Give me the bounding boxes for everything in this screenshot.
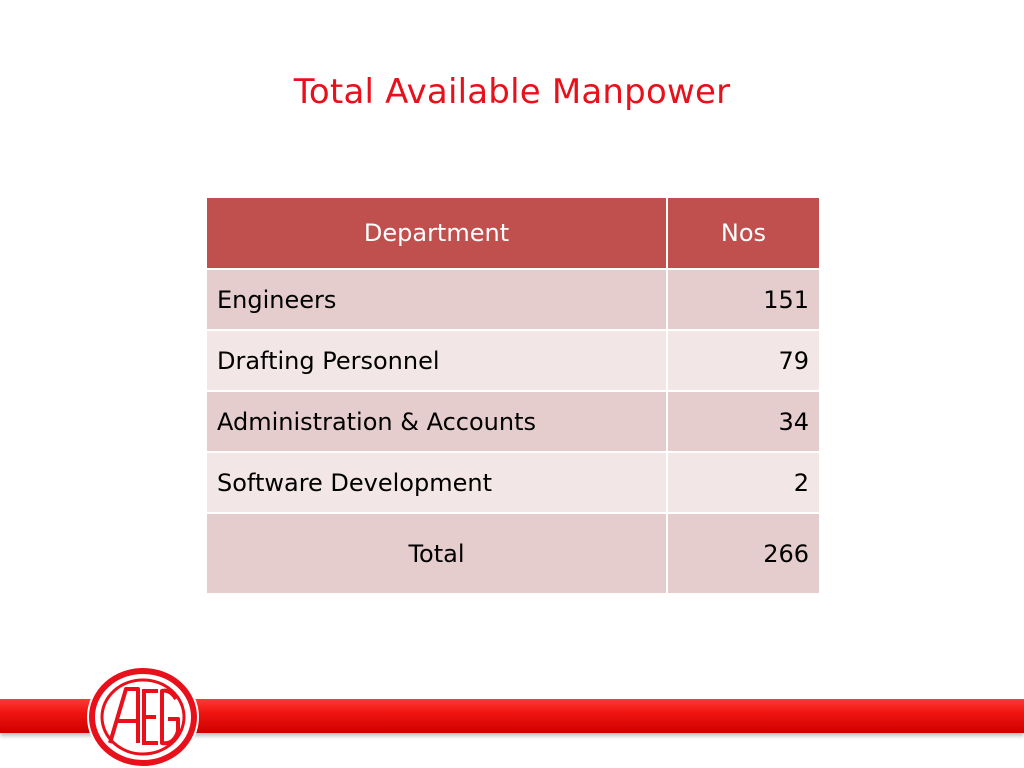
column-header-department: Department	[205, 196, 668, 270]
table-row: Software Development 2	[205, 451, 821, 514]
table-row: Administration & Accounts 34	[205, 390, 821, 453]
table-header-row: Department Nos	[205, 196, 821, 270]
table-row: Drafting Personnel 79	[205, 329, 821, 392]
total-value: 266	[666, 512, 821, 595]
department-cell: Administration & Accounts	[205, 390, 668, 453]
department-cell: Engineers	[205, 268, 668, 331]
total-label: Total	[205, 512, 668, 595]
department-cell: Software Development	[205, 451, 668, 514]
column-header-nos: Nos	[666, 196, 821, 270]
nos-cell: 2	[666, 451, 821, 514]
table-row: Engineers 151	[205, 268, 821, 331]
nos-cell: 151	[666, 268, 821, 331]
slide-title: Total Available Manpower	[293, 72, 731, 112]
manpower-table-container: Department Nos Engineers 151 Drafting Pe…	[205, 196, 821, 595]
total-row: Total 266	[205, 512, 821, 595]
department-cell: Drafting Personnel	[205, 329, 668, 392]
nos-cell: 79	[666, 329, 821, 392]
manpower-table: Department Nos Engineers 151 Drafting Pe…	[205, 196, 821, 595]
aeg-logo-icon	[86, 665, 200, 768]
nos-cell: 34	[666, 390, 821, 453]
